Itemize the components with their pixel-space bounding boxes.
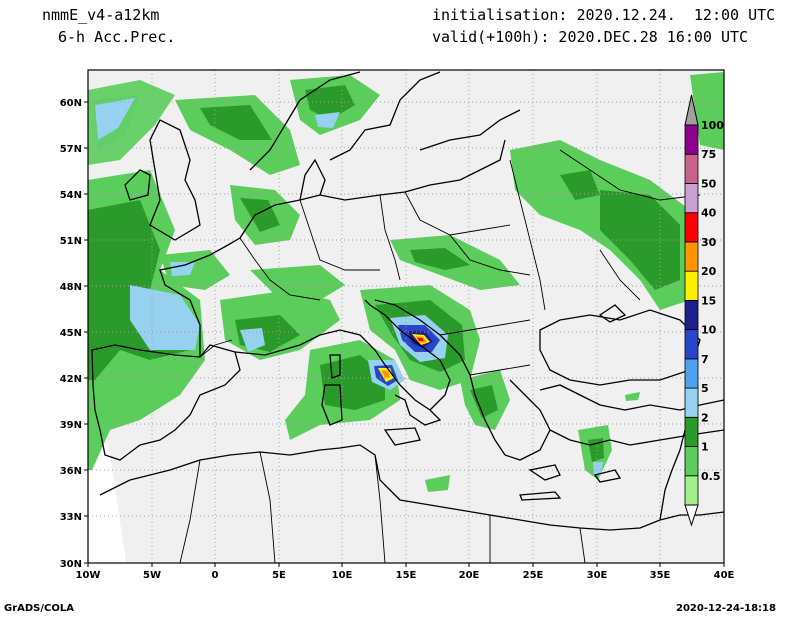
lon-label: 35E	[650, 570, 671, 581]
color-legend: 0.5 1 2 5 7 10 15 20 30 40 50 75 100	[684, 94, 724, 527]
legend-swatch	[684, 446, 699, 477]
lon-label: 10W	[76, 570, 101, 581]
legend-label: 40	[701, 207, 717, 220]
legend-label: 0.5	[701, 470, 721, 483]
legend-swatch	[684, 299, 699, 331]
legend-swatch	[684, 475, 699, 506]
lat-label: 36N	[60, 466, 82, 477]
lat-label: 45N	[60, 328, 82, 339]
coastlines	[91, 71, 724, 531]
legend-swatch	[684, 212, 699, 243]
lat-label: 30N	[60, 559, 82, 570]
footer-left: GrADS/COLA	[4, 603, 74, 614]
legend-label: 10	[701, 324, 717, 337]
legend-label: 50	[701, 177, 717, 190]
valid-time: valid(+100h): 2020.DEC.28 16:00 UTC	[432, 28, 749, 46]
lat-label: 57N	[60, 144, 82, 155]
legend-arrow-bottom	[684, 504, 699, 527]
lon-label: 10E	[332, 570, 353, 581]
lat-label: 60N	[60, 98, 82, 109]
legend-label: 20	[701, 265, 717, 278]
borders	[179, 149, 701, 563]
legend-swatch	[684, 183, 699, 214]
lon-label: 25E	[523, 570, 544, 581]
lon-label: 5E	[272, 570, 286, 581]
legend-swatch	[684, 329, 699, 360]
legend-swatch	[684, 241, 699, 272]
legend-swatch	[684, 270, 699, 301]
legend-label: 7	[701, 353, 709, 366]
lon-label: 30E	[587, 570, 608, 581]
lat-label: 39N	[60, 420, 82, 431]
legend-swatch	[684, 124, 699, 155]
lat-label: 54N	[60, 190, 82, 201]
legend-swatch	[684, 153, 699, 184]
legend-swatch	[684, 416, 699, 447]
lon-label: 15E	[396, 570, 417, 581]
legend-swatch	[684, 387, 699, 418]
footer-right: 2020-12-24-18:18	[676, 603, 776, 614]
legend-label: 100	[701, 119, 724, 132]
map-area	[88, 70, 724, 563]
legend-label: 5	[701, 382, 709, 395]
field-title: 6-h Acc.Prec.	[58, 28, 176, 46]
precip-fields	[88, 72, 724, 492]
legend-label: 15	[701, 294, 716, 307]
lat-label: 42N	[60, 374, 82, 385]
legend-label: 30	[701, 236, 717, 249]
legend-swatch	[684, 358, 699, 389]
lat-label: 51N	[60, 236, 82, 247]
lon-label: 40E	[714, 570, 735, 581]
init-time: initialisation: 2020.12.24. 12:00 UTC	[432, 6, 776, 24]
lat-label: 33N	[60, 512, 82, 523]
lon-label: 0	[212, 570, 219, 581]
lat-label: 48N	[60, 282, 82, 293]
legend-label: 1	[701, 441, 709, 454]
legend-label: 75	[701, 148, 716, 161]
lon-label: 20E	[459, 570, 480, 581]
legend-label: 2	[701, 411, 709, 424]
model-title: nmmE_v4-a12km	[42, 6, 160, 24]
lon-label: 5W	[143, 570, 161, 581]
